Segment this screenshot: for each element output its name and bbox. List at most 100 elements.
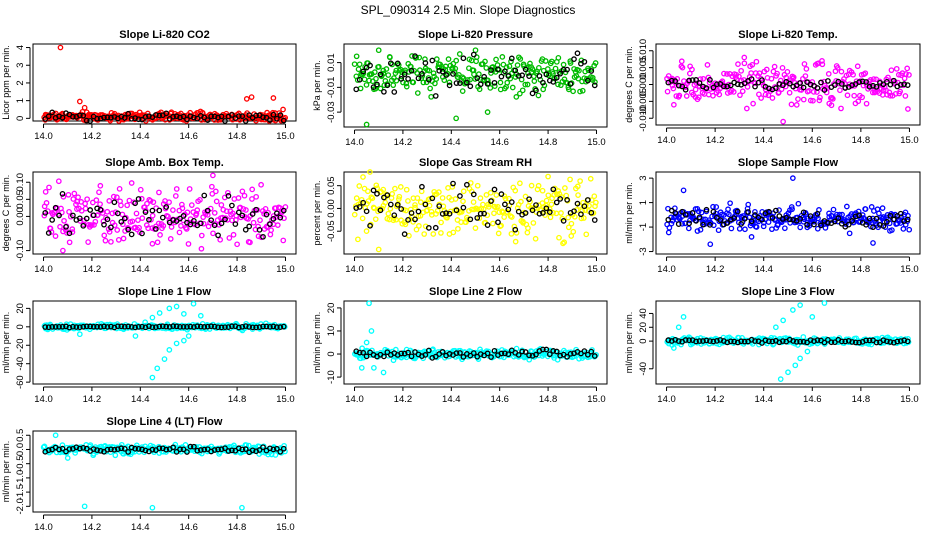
data-point	[55, 178, 62, 185]
data-point-black	[533, 202, 539, 208]
x-tick-label: 15.0	[900, 135, 919, 146]
data-point-black	[121, 114, 128, 121]
x-tick-label: 14.0	[345, 394, 364, 405]
data-point-black	[356, 76, 363, 83]
data-point	[82, 200, 88, 207]
data-point	[795, 200, 802, 207]
data-point-black	[700, 221, 706, 228]
x-tick-label: 14.4	[754, 264, 773, 275]
data-point-black	[727, 338, 734, 345]
data-point	[670, 85, 677, 92]
data-point-black	[83, 215, 90, 222]
data-point	[372, 216, 379, 223]
data-point	[514, 62, 521, 68]
data-point-black	[696, 80, 703, 86]
data-point-black	[887, 339, 894, 345]
data-point	[368, 194, 375, 201]
data-point-black	[439, 211, 446, 217]
data-point	[150, 199, 157, 206]
panel-2: Slope Li-820 Pressure 14.0 14.2 14.4 14.6 14.…	[312, 29, 608, 148]
data-point	[499, 347, 505, 353]
data-point	[493, 192, 500, 198]
data-point-black	[786, 216, 793, 223]
data-point	[790, 74, 797, 81]
data-point-black	[398, 76, 405, 82]
x-tick-label: 14.6	[490, 137, 509, 148]
data-point-black	[498, 191, 505, 197]
data-point	[188, 202, 195, 208]
data-point	[403, 80, 410, 87]
data-point	[366, 300, 372, 307]
data-point-black	[464, 181, 470, 188]
data-point-black	[904, 82, 911, 88]
data-point	[736, 225, 743, 232]
data-point-black	[101, 323, 107, 330]
data-point-black	[135, 324, 142, 330]
data-point	[66, 239, 73, 246]
data-point	[110, 193, 117, 200]
data-point	[104, 208, 111, 215]
data-point	[375, 47, 382, 54]
data-point	[413, 54, 420, 61]
data-point-black	[384, 192, 391, 198]
data-point	[762, 91, 769, 98]
data-point	[679, 220, 686, 227]
data-point	[482, 58, 488, 65]
data-point-black	[738, 221, 745, 227]
data-point-black	[800, 209, 807, 216]
data-point-black	[146, 113, 152, 120]
data-point-black	[470, 51, 477, 58]
data-point	[788, 204, 795, 210]
data-point	[737, 92, 743, 99]
data-point-black	[267, 221, 273, 227]
data-point	[248, 94, 255, 100]
data-point	[574, 183, 581, 190]
x-tick-label: 14.8	[852, 264, 871, 275]
data-point-black	[83, 117, 90, 124]
x-tick-label: 14.4	[442, 394, 461, 405]
data-point-black	[242, 446, 249, 452]
data-point	[124, 202, 131, 209]
data-point	[545, 192, 552, 199]
data-point	[366, 77, 372, 84]
data-point	[758, 95, 764, 101]
data-point-black	[256, 447, 263, 453]
x-tick-label: 14.8	[539, 264, 558, 275]
data-point	[561, 239, 568, 246]
data-point-black	[752, 338, 758, 344]
data-point	[390, 82, 397, 89]
data-point	[65, 191, 72, 198]
data-point	[592, 79, 598, 85]
data-point	[814, 225, 821, 232]
data-point	[108, 238, 114, 245]
data-point-black	[208, 113, 215, 120]
data-point	[760, 223, 767, 230]
data-point	[498, 222, 504, 229]
data-point	[474, 182, 481, 189]
data-point-black	[842, 338, 849, 345]
data-point	[593, 199, 599, 206]
data-point-black	[256, 324, 263, 331]
x-tick-label: 14.4	[442, 137, 461, 148]
data-point-black	[515, 208, 522, 215]
data-point	[217, 236, 224, 243]
data-point-black	[543, 346, 550, 353]
data-point-black	[738, 338, 745, 345]
data-point	[905, 212, 911, 219]
data-point-black	[370, 187, 377, 194]
data-point-black	[873, 339, 880, 346]
data-point	[137, 186, 144, 193]
data-point-black	[163, 110, 170, 117]
data-point-black	[66, 324, 73, 331]
data-point	[906, 72, 912, 78]
data-point	[522, 81, 529, 88]
data-point	[382, 199, 389, 206]
data-point	[724, 90, 731, 96]
data-point	[726, 211, 732, 218]
plot-frame	[655, 43, 921, 126]
data-point	[771, 63, 778, 70]
data-point	[577, 178, 583, 184]
data-point-black	[533, 351, 539, 358]
data-point-black	[363, 208, 370, 215]
data-point-black	[759, 340, 765, 346]
